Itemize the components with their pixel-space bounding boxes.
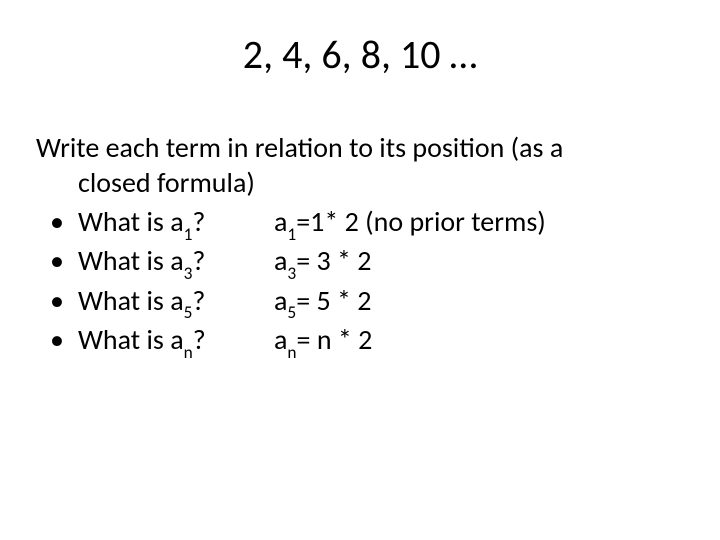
- intro-line2: closed formula): [36, 165, 255, 200]
- slide-title: 2, 4, 6, 8, 10 …: [0, 30, 720, 79]
- q-text: What is a: [78, 204, 184, 239]
- q-subscript: n: [184, 341, 193, 363]
- a-subscript: 5: [287, 301, 296, 323]
- a-subscript: n: [287, 341, 296, 363]
- question: What is an?: [78, 322, 274, 361]
- qa-row: What is a5? a5= 5 * 2: [78, 283, 684, 322]
- intro-text: Write each term in relation to its posit…: [36, 130, 684, 200]
- answer: a5= 5 * 2: [274, 283, 684, 322]
- a-suffix: =1* 2 (no prior terms): [296, 204, 546, 239]
- answer: a3= 3 * 2: [274, 243, 684, 282]
- question: What is a5?: [78, 283, 274, 322]
- q-text: What is a: [78, 322, 184, 357]
- a-subscript: 1: [287, 223, 296, 245]
- a-text: a: [274, 322, 287, 357]
- qa-row: What is an? an= n * 2: [78, 322, 684, 361]
- list-item: What is a3? a3= 3 * 2: [36, 243, 684, 282]
- a-suffix: = 3 * 2: [296, 243, 371, 278]
- list-item: What is a5? a5= 5 * 2: [36, 283, 684, 322]
- q-subscript: 1: [184, 223, 193, 245]
- a-suffix: = 5 * 2: [296, 283, 371, 318]
- qa-row: What is a1? a1=1* 2 (no prior terms): [78, 204, 684, 243]
- q-suffix: ?: [193, 322, 206, 357]
- qa-row: What is a3? a3= 3 * 2: [78, 243, 684, 282]
- q-text: What is a: [78, 243, 184, 278]
- intro-line1: Write each term in relation to its posit…: [36, 130, 563, 165]
- answer: an= n * 2: [274, 322, 684, 361]
- answer: a1=1* 2 (no prior terms): [274, 204, 684, 243]
- a-suffix: = n * 2: [297, 322, 373, 357]
- q-subscript: 3: [184, 262, 193, 284]
- a-text: a: [274, 243, 287, 278]
- list-item: What is a1? a1=1* 2 (no prior terms): [36, 204, 684, 243]
- a-subscript: 3: [287, 262, 296, 284]
- q-suffix: ?: [192, 283, 205, 318]
- bullet-list: What is a1? a1=1* 2 (no prior terms) Wha…: [36, 204, 684, 361]
- q-suffix: ?: [192, 204, 205, 239]
- list-item: What is an? an= n * 2: [36, 322, 684, 361]
- q-subscript: 5: [184, 301, 193, 323]
- question: What is a1?: [78, 204, 274, 243]
- question: What is a3?: [78, 243, 274, 282]
- q-suffix: ?: [192, 243, 205, 278]
- slide: 2, 4, 6, 8, 10 … Write each term in rela…: [0, 0, 720, 540]
- slide-body: Write each term in relation to its posit…: [36, 130, 684, 361]
- a-text: a: [274, 283, 287, 318]
- a-text: a: [274, 204, 287, 239]
- q-text: What is a: [78, 283, 184, 318]
